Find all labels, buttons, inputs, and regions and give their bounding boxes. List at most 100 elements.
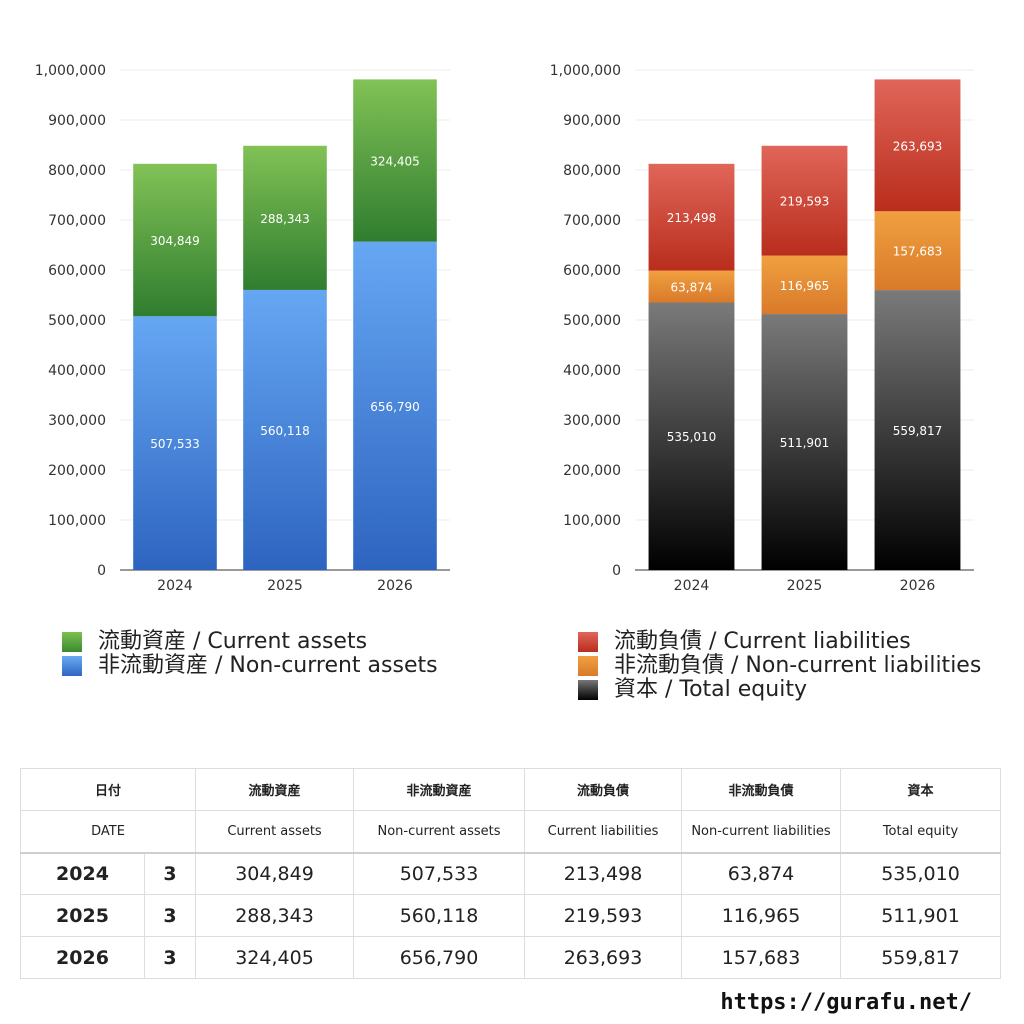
y-tick-label: 500,000 bbox=[563, 313, 621, 329]
header-date-en: DATE bbox=[19, 810, 197, 853]
header-date-jp: 日付 bbox=[19, 768, 197, 811]
row-month: 3 bbox=[143, 851, 197, 895]
row-month: 3 bbox=[143, 894, 197, 937]
y-tick-label: 400,000 bbox=[563, 363, 621, 379]
x-tick-label: 2025 bbox=[787, 578, 823, 594]
legend-item-total-equity: 資本 / Total equity bbox=[578, 678, 981, 702]
x-tick-label: 2024 bbox=[674, 578, 710, 594]
y-tick-label: 700,000 bbox=[563, 213, 621, 229]
row-year: 2024 bbox=[20, 851, 145, 895]
header-current-liabilities-jp: 流動負債 bbox=[524, 768, 683, 811]
data-label: 511,901 bbox=[780, 436, 830, 450]
row-year: 2025 bbox=[20, 894, 145, 937]
bar-segment bbox=[874, 290, 961, 570]
cell-current-assets: 288,343 bbox=[195, 894, 355, 937]
data-label: 263,693 bbox=[893, 139, 943, 153]
x-tick-label: 2024 bbox=[157, 578, 193, 594]
table-header-row-en: DATE Current assets Non-current assets C… bbox=[19, 810, 1002, 853]
y-tick-label: 700,000 bbox=[48, 213, 106, 229]
y-tick-label: 100,000 bbox=[563, 513, 621, 529]
x-tick-label: 2025 bbox=[267, 578, 303, 594]
data-label: 304,849 bbox=[150, 234, 200, 248]
cell-total-equity: 535,010 bbox=[840, 851, 1002, 895]
bar-segment bbox=[761, 145, 848, 256]
y-tick-label: 600,000 bbox=[48, 263, 106, 279]
y-tick-label: 200,000 bbox=[563, 463, 621, 479]
cell-non-current-assets: 656,790 bbox=[353, 936, 526, 979]
bar-segment bbox=[133, 316, 217, 570]
header-non-current-assets-jp: 非流動資産 bbox=[353, 768, 526, 811]
header-current-assets-jp: 流動資産 bbox=[195, 768, 355, 811]
bar-segment bbox=[648, 270, 735, 303]
legend-swatch bbox=[62, 632, 82, 652]
bar-segment bbox=[874, 211, 961, 291]
legend-label: 流動資産 / Current assets bbox=[98, 629, 368, 654]
liabilities-legend: 流動負債 / Current liabilities 非流動負債 / Non-c… bbox=[578, 630, 981, 702]
data-label: 535,010 bbox=[667, 430, 717, 444]
y-tick-label: 900,000 bbox=[563, 113, 621, 129]
legend-item-non-current-liabilities: 非流動負債 / Non-current liabilities bbox=[578, 654, 981, 678]
y-tick-label: 900,000 bbox=[48, 113, 106, 129]
cell-current-liabilities: 263,693 bbox=[524, 936, 683, 979]
cell-non-current-assets: 560,118 bbox=[353, 894, 526, 937]
bar-segment bbox=[648, 302, 735, 570]
assets-chart: 0 100,000 200,000 300,000 400,000 500,000 600,… bbox=[35, 63, 450, 594]
bar-segment bbox=[648, 163, 735, 271]
y-tick-label: 300,000 bbox=[48, 413, 106, 429]
y-tick-label: 500,000 bbox=[48, 313, 106, 329]
bar-segment bbox=[761, 255, 848, 315]
cell-current-liabilities: 213,498 bbox=[524, 851, 683, 895]
legend-swatch bbox=[578, 632, 598, 652]
liabilities-equity-chart: 0 100,000 200,000 300,000 400,000 500,000 600,… bbox=[550, 63, 974, 594]
data-label: 288,343 bbox=[260, 212, 310, 226]
cell-non-current-liabilities: 63,874 bbox=[681, 851, 842, 895]
y-tick-label: 0 bbox=[612, 563, 621, 579]
legend-item-current-assets: 流動資産 / Current assets bbox=[62, 630, 438, 654]
legend-label: 非流動負債 / Non-current liabilities bbox=[614, 653, 982, 678]
data-label: 213,498 bbox=[667, 211, 717, 225]
data-label: 116,965 bbox=[780, 279, 830, 293]
header-non-current-liabilities-jp: 非流動負債 bbox=[681, 768, 842, 811]
cell-total-equity: 559,817 bbox=[840, 936, 1002, 979]
x-tick-label: 2026 bbox=[377, 578, 413, 594]
y-tick-label: 800,000 bbox=[563, 163, 621, 179]
header-current-liabilities-en: Current liabilities bbox=[524, 810, 683, 853]
y-tick-label: 200,000 bbox=[48, 463, 106, 479]
table-row: 2024 3 304,849 507,533 213,498 63,874 53… bbox=[20, 851, 1002, 895]
header-total-equity-en: Total equity bbox=[840, 810, 1002, 853]
y-tick-label: 1,000,000 bbox=[550, 63, 621, 79]
legend-label: 非流動資産 / Non-current assets bbox=[98, 653, 438, 678]
row-month: 3 bbox=[143, 936, 197, 979]
cell-non-current-liabilities: 157,683 bbox=[681, 936, 842, 979]
header-non-current-liabilities-en: Non-current liabilities bbox=[681, 810, 842, 853]
data-label: 507,533 bbox=[150, 437, 200, 451]
table-row: 2025 3 288,343 560,118 219,593 116,965 5… bbox=[20, 894, 1002, 937]
y-tick-label: 1,000,000 bbox=[35, 63, 106, 79]
y-tick-label: 800,000 bbox=[48, 163, 106, 179]
data-label: 219,593 bbox=[780, 195, 830, 209]
data-label: 63,874 bbox=[671, 281, 713, 295]
data-label: 559,817 bbox=[893, 424, 943, 438]
table-header-row-jp: 日付 流動資産 非流動資産 流動負債 非流動負債 資本 bbox=[19, 768, 1002, 811]
site-url: https://gurafu.net/ bbox=[720, 990, 972, 1015]
bar-segment bbox=[353, 241, 437, 571]
data-label: 324,405 bbox=[370, 155, 420, 169]
x-tick-label: 2026 bbox=[900, 578, 936, 594]
cell-current-assets: 324,405 bbox=[195, 936, 355, 979]
table-row: 2026 3 324,405 656,790 263,693 157,683 5… bbox=[20, 936, 1002, 979]
bar-segment bbox=[353, 79, 437, 242]
legend-label: 流動負債 / Current liabilities bbox=[614, 629, 911, 654]
bar-segment bbox=[243, 289, 327, 570]
legend-swatch bbox=[578, 656, 598, 676]
data-label: 157,683 bbox=[893, 245, 943, 259]
legend-swatch bbox=[578, 680, 598, 700]
header-non-current-assets-en: Non-current assets bbox=[353, 810, 526, 853]
financial-data-table: 日付 流動資産 非流動資産 流動負債 非流動負債 資本 DATE Current… bbox=[19, 768, 1002, 979]
y-tick-label: 0 bbox=[97, 563, 106, 579]
bar-segment bbox=[243, 145, 327, 290]
cell-current-assets: 304,849 bbox=[195, 851, 355, 895]
bar-segment bbox=[761, 314, 848, 570]
legend-label: 資本 / Total equity bbox=[614, 677, 807, 702]
data-label: 656,790 bbox=[370, 400, 420, 414]
header-total-equity-jp: 資本 bbox=[840, 768, 1002, 811]
